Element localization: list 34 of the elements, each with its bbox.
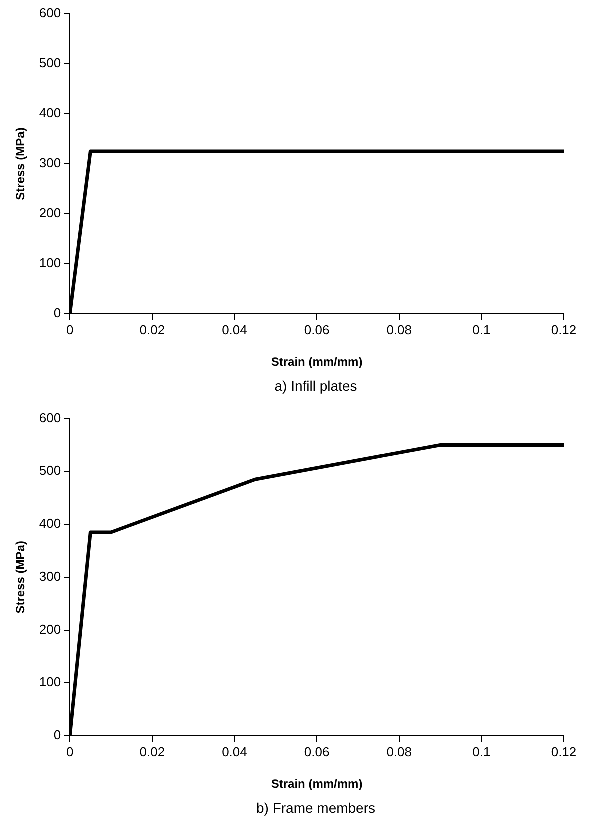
x-tick-label: 0.04 xyxy=(222,744,248,760)
y-tick-label: 500 xyxy=(39,56,62,71)
x-tick-label: 0.06 xyxy=(304,744,330,760)
y-tick-label: 600 xyxy=(39,6,62,21)
x-tick-label: 0 xyxy=(66,322,74,338)
y-tick-label: 0 xyxy=(54,306,62,321)
x-tick-label: 0.12 xyxy=(551,744,577,760)
y-tick-label: 500 xyxy=(39,463,62,478)
y-tick-label: 600 xyxy=(39,410,62,426)
x-tick-label: 0.02 xyxy=(140,744,166,760)
x-tick-label: 0 xyxy=(66,744,74,760)
text: b) Frame members xyxy=(255,800,377,818)
y-axis-title: Stress (MPa) xyxy=(14,541,28,614)
y-tick-label: 100 xyxy=(39,256,62,271)
x-axis-title: Strain (mm/mm) xyxy=(271,777,363,792)
x-tick-label: 0.08 xyxy=(386,322,412,338)
x-tick-label: 0.02 xyxy=(140,322,166,338)
x-tick-label: 0.04 xyxy=(222,322,248,338)
text: a) Infill plates xyxy=(274,378,358,396)
y-tick-label: 200 xyxy=(39,622,62,637)
x-tick-label: 0.08 xyxy=(386,744,412,760)
y-tick-label: 400 xyxy=(39,106,62,121)
y-axis-title: Stress (MPa) xyxy=(14,128,28,200)
x-tick-label: 0.1 xyxy=(472,322,491,338)
x-tick-label: 0.1 xyxy=(472,744,491,760)
y-tick-label: 300 xyxy=(39,156,62,171)
x-tick-label: 0.06 xyxy=(304,322,330,338)
x-axis-title: Strain (mm/mm) xyxy=(271,355,363,370)
y-tick-label: 400 xyxy=(39,516,62,532)
y-tick-label: 200 xyxy=(39,206,62,221)
y-tick-label: 300 xyxy=(39,568,62,584)
x-tick-label: 0.12 xyxy=(551,322,577,338)
y-tick-label: 100 xyxy=(39,674,62,690)
y-tick-label: 0 xyxy=(54,728,62,743)
